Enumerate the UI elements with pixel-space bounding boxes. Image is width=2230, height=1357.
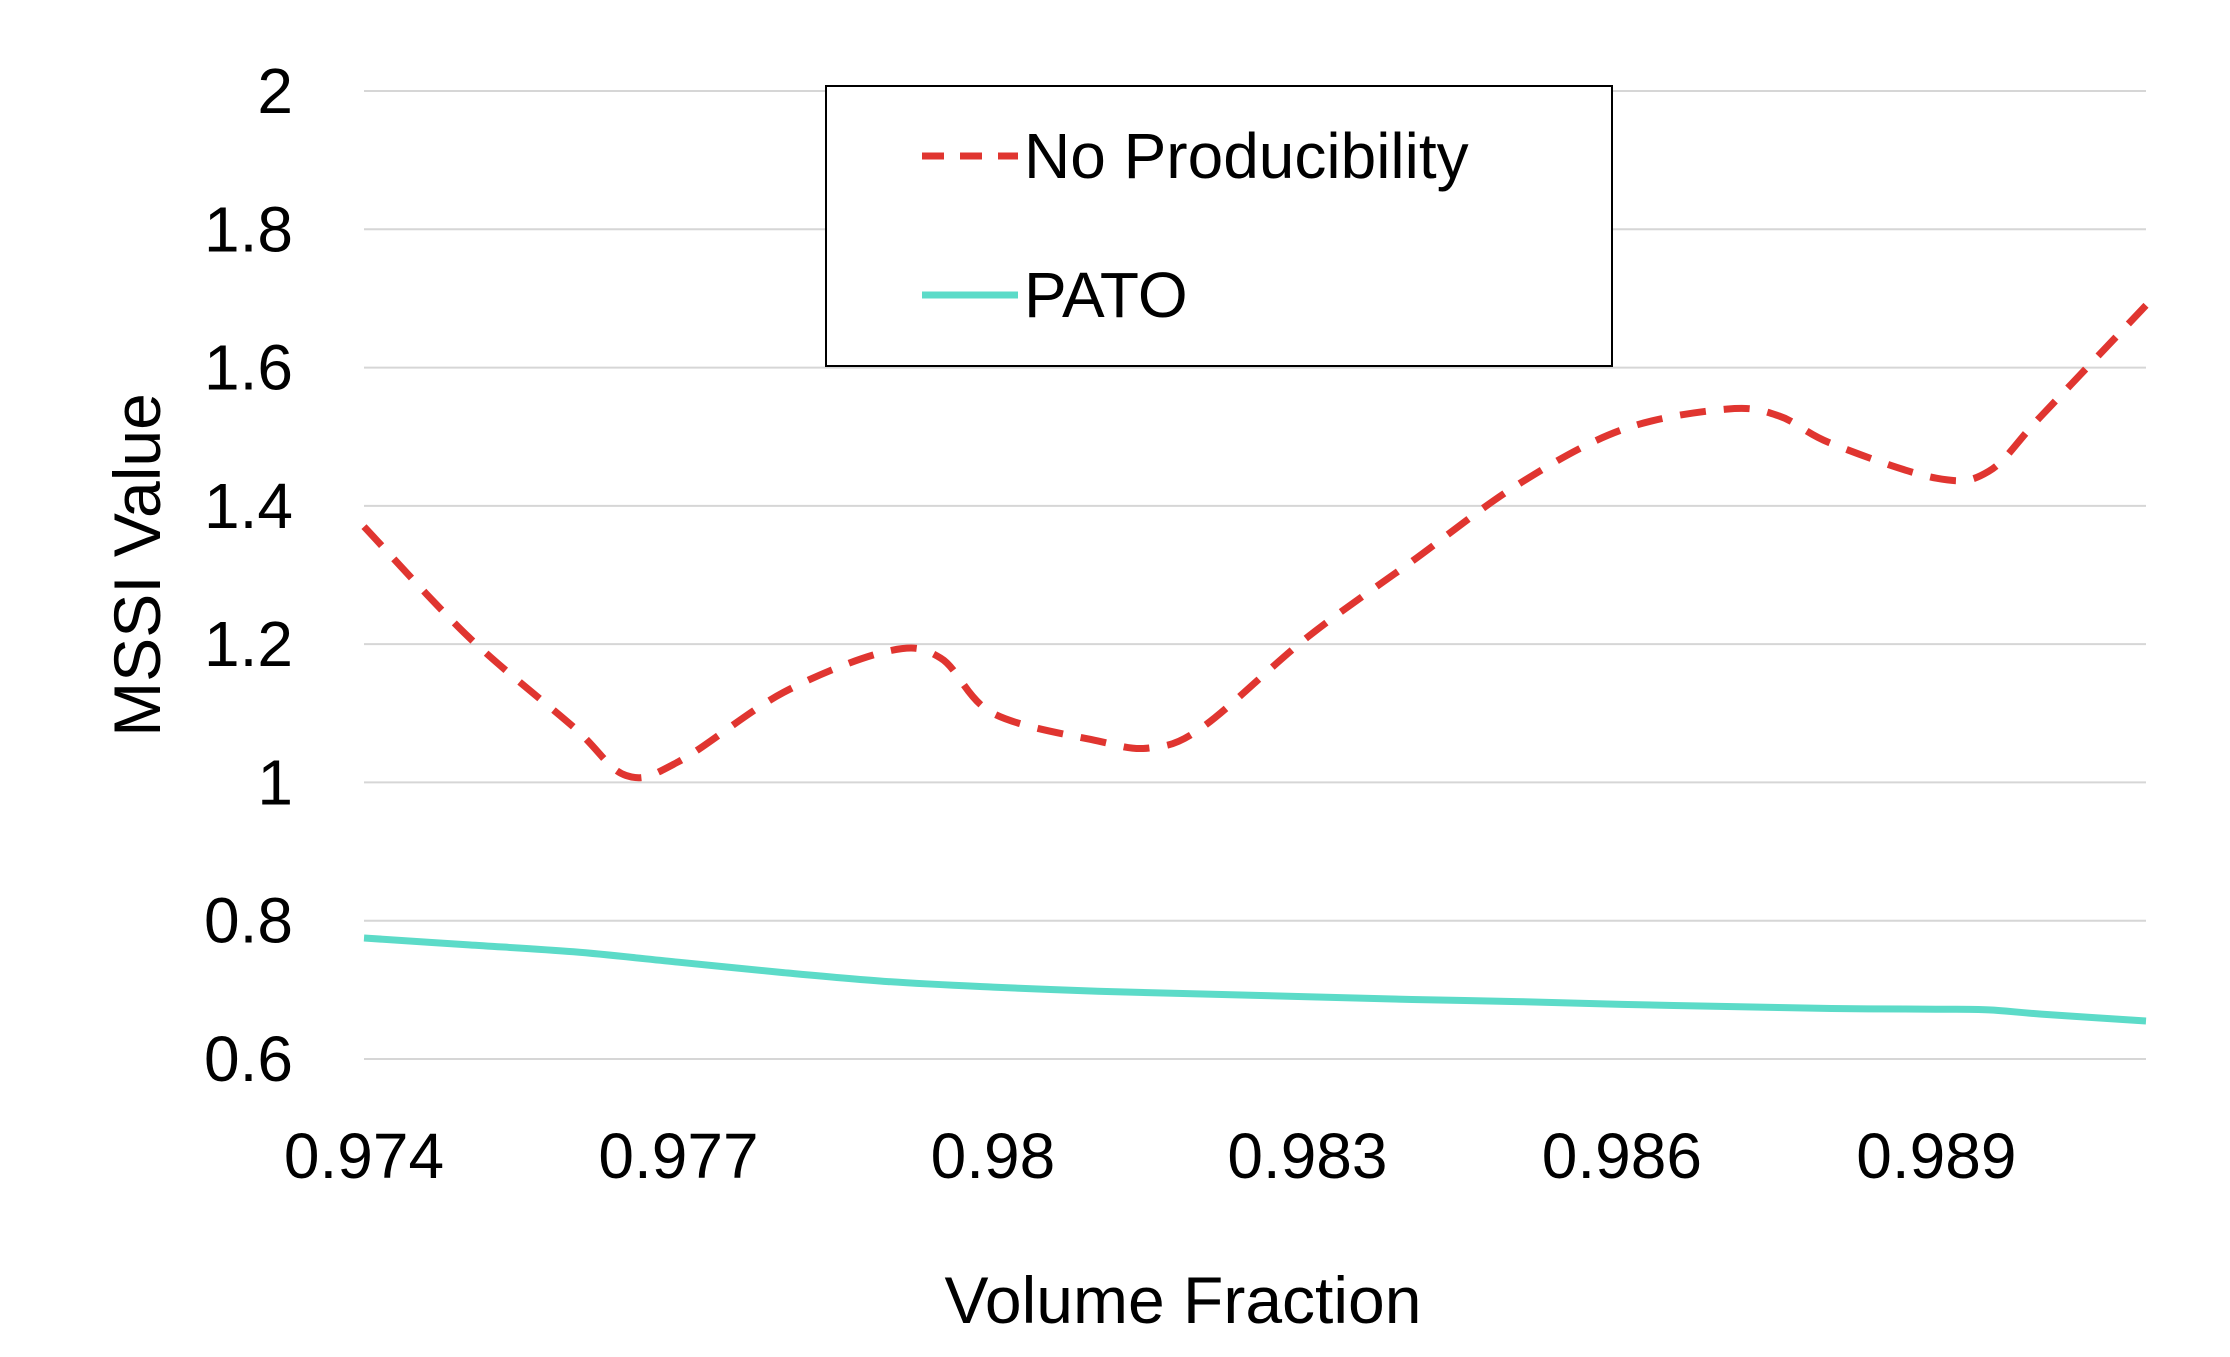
series-line-no-producibility	[361, 302, 2149, 782]
y-tick-label: 2	[257, 55, 293, 127]
legend-label-no-producibility: No Producibility	[1024, 120, 1469, 192]
x-axis-ticks: 0.974 0.977 0.98 0.983 0.986 0.989	[284, 1120, 2017, 1192]
x-tick-label: 0.977	[598, 1120, 758, 1192]
y-tick-label: 1	[257, 746, 293, 818]
x-tick-label: 0.989	[1856, 1120, 2016, 1192]
series-lines	[361, 302, 2149, 1025]
series-line-pato	[363, 934, 2147, 1025]
y-tick-label: 1.6	[204, 332, 293, 404]
y-axis-ticks: 0.6 0.8 1 1.2 1.4 1.6 1.8 2	[204, 55, 293, 1095]
x-tick-label: 0.986	[1542, 1120, 1702, 1192]
legend-label-pato: PATO	[1024, 259, 1188, 331]
x-tick-label: 0.98	[931, 1120, 1056, 1192]
gridlines	[364, 90, 2146, 1060]
legend: No Producibility PATO	[825, 85, 1613, 367]
y-tick-label: 1.4	[204, 470, 293, 542]
y-tick-label: 0.8	[204, 885, 293, 957]
y-tick-label: 1.2	[204, 608, 293, 680]
legend-box	[825, 85, 1613, 367]
x-axis-title: Volume Fraction	[945, 1263, 1422, 1337]
y-tick-label: 0.6	[204, 1023, 293, 1095]
x-tick-label: 0.983	[1227, 1120, 1387, 1192]
y-axis-title: MSSI Value	[100, 393, 174, 737]
x-tick-label: 0.974	[284, 1120, 444, 1192]
y-tick-label: 1.8	[204, 193, 293, 265]
